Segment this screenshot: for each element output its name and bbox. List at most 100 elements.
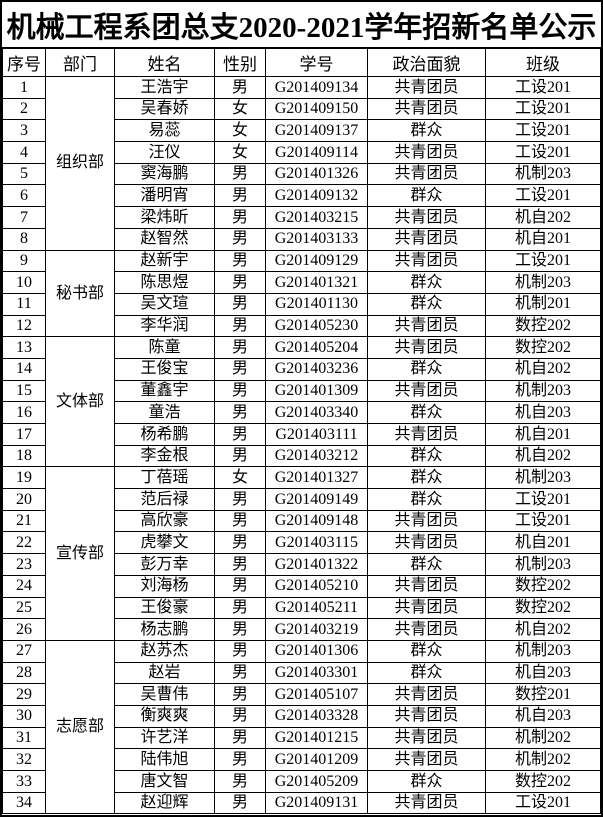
gender-cell: 男 (214, 770, 266, 793)
political-status-cell: 共青团员 (367, 314, 486, 338)
student-id-cell: G201405230 (265, 314, 368, 338)
class-cell: 机制203 (485, 271, 601, 294)
gender-cell: 男 (214, 488, 266, 511)
class-cell: 机制203 (485, 466, 601, 490)
header-row: 序号 部门 姓名 性别 学号 政治面貌 班级 (2, 48, 601, 77)
gender-cell: 男 (214, 76, 266, 99)
row-number-cell: 22 (2, 531, 46, 555)
row-number-cell: 33 (2, 770, 46, 793)
student-id-cell: G201401309 (265, 379, 368, 403)
name-cell: 吴文瑄 (114, 292, 215, 316)
class-cell: 机制203 (485, 379, 601, 403)
row-number-cell: 18 (2, 444, 46, 468)
gender-cell: 男 (214, 553, 266, 576)
row-number-cell: 28 (2, 661, 46, 685)
header-no: 序号 (2, 48, 46, 77)
table-row: 6 潘明宵男 G201409132 群众 工设201 (2, 184, 601, 208)
student-id-cell: G201405211 (265, 596, 368, 620)
gender-cell: 男 (214, 683, 266, 706)
table-row: 5 窦海鹏男 G201401326 共青团员 机制203 (2, 162, 601, 186)
class-cell: 机自203 (485, 661, 601, 685)
gender-cell: 男 (214, 509, 266, 533)
name-cell: 陈思煜 (114, 271, 215, 294)
table-body: 1 组织部 王浩宇男 G201409134 共青团员 工设201 2 吴春娇女 G2014091… (2, 76, 601, 815)
student-id-cell: G201403212 (265, 444, 368, 468)
political-status-cell: 共青团员 (367, 704, 486, 728)
row-number-cell: 19 (2, 466, 46, 490)
student-id-cell: G201409148 (265, 509, 368, 533)
gender-cell: 男 (214, 574, 266, 598)
gender-cell: 男 (214, 444, 266, 468)
student-id-cell: G201405209 (265, 770, 368, 793)
political-status-cell: 群众 (367, 271, 486, 294)
gender-cell: 男 (214, 423, 266, 446)
class-cell: 机制202 (485, 726, 601, 750)
student-id-cell: G201405210 (265, 574, 368, 598)
student-id-cell: G201403301 (265, 661, 368, 685)
political-status-cell: 共青团员 (367, 97, 486, 121)
student-id-cell: G201403115 (265, 531, 368, 555)
name-cell: 梁炜昕 (114, 206, 215, 229)
row-number-cell: 29 (2, 683, 46, 706)
row-number-cell: 13 (2, 336, 46, 359)
row-number-cell: 25 (2, 596, 46, 620)
gender-cell: 男 (214, 639, 266, 663)
class-cell: 机自203 (485, 704, 601, 728)
political-status-cell: 共青团员 (367, 162, 486, 186)
student-id-cell: G201403328 (265, 704, 368, 728)
table-row: 10 陈思煜男 G201401321 群众 机制203 (2, 271, 601, 294)
political-status-cell: 共青团员 (367, 531, 486, 555)
name-cell: 王浩宇 (114, 76, 215, 99)
name-cell: 陆伟旭 (114, 748, 215, 771)
table-row: 18 李金根男 G201403212 群众 机自202 (2, 444, 601, 468)
student-id-cell: G201403340 (265, 401, 368, 424)
row-number-cell: 16 (2, 401, 46, 424)
political-status-cell: 群众 (367, 553, 486, 576)
class-cell: 工设201 (485, 249, 601, 273)
name-cell: 赵迎辉 (114, 791, 215, 815)
table-row: 24 刘海杨男 G201405210 共青团员 数控202 (2, 574, 601, 598)
student-id-cell: G201401215 (265, 726, 368, 750)
class-cell: 工设201 (485, 488, 601, 511)
row-number-cell: 3 (2, 119, 46, 143)
class-cell: 工设201 (485, 184, 601, 208)
student-id-cell: G201409137 (265, 119, 368, 143)
gender-cell: 男 (214, 596, 266, 620)
gender-cell: 男 (214, 661, 266, 685)
student-id-cell: G201401321 (265, 271, 368, 294)
table-row: 29 吴曹伟男 G201405107 共青团员 数控201 (2, 683, 601, 706)
political-status-cell: 群众 (367, 639, 486, 663)
class-cell: 数控202 (485, 770, 601, 793)
class-cell: 数控202 (485, 574, 601, 598)
department-cell: 宣传部 (45, 466, 115, 641)
political-status-cell: 共青团员 (367, 683, 486, 706)
student-id-cell: G201403133 (265, 227, 368, 251)
header-political-status: 政治面貌 (367, 48, 486, 77)
table-row: 33 唐文智男 G201405209 群众 数控202 (2, 770, 601, 793)
political-status-cell: 群众 (367, 770, 486, 793)
name-cell: 杨志鹏 (114, 618, 215, 641)
table-row: 4 汪仪女 G201409114 共青团员 工设201 (2, 141, 601, 164)
class-cell: 机自203 (485, 401, 601, 424)
political-status-cell: 群众 (367, 357, 486, 381)
political-status-cell: 共青团员 (367, 618, 486, 641)
class-cell: 数控202 (485, 314, 601, 338)
name-cell: 丁蓓瑶 (114, 466, 215, 490)
political-status-cell: 共青团员 (367, 748, 486, 771)
name-cell: 吴春娇 (114, 97, 215, 121)
gender-cell: 男 (214, 704, 266, 728)
political-status-cell: 共青团员 (367, 336, 486, 359)
name-cell: 唐文智 (114, 770, 215, 793)
name-cell: 高欣豪 (114, 509, 215, 533)
political-status-cell: 群众 (367, 488, 486, 511)
class-cell: 工设201 (485, 141, 601, 164)
gender-cell: 女 (214, 141, 266, 164)
row-number-cell: 5 (2, 162, 46, 186)
name-cell: 赵岩 (114, 661, 215, 685)
class-cell: 数控202 (485, 336, 601, 359)
page-title: 机械工程系团总支2020-2021学年招新名单公示 (6, 11, 597, 44)
political-status-cell: 群众 (367, 292, 486, 316)
row-number-cell: 7 (2, 206, 46, 229)
student-id-cell: G201409114 (265, 141, 368, 164)
political-status-cell: 共青团员 (367, 206, 486, 229)
